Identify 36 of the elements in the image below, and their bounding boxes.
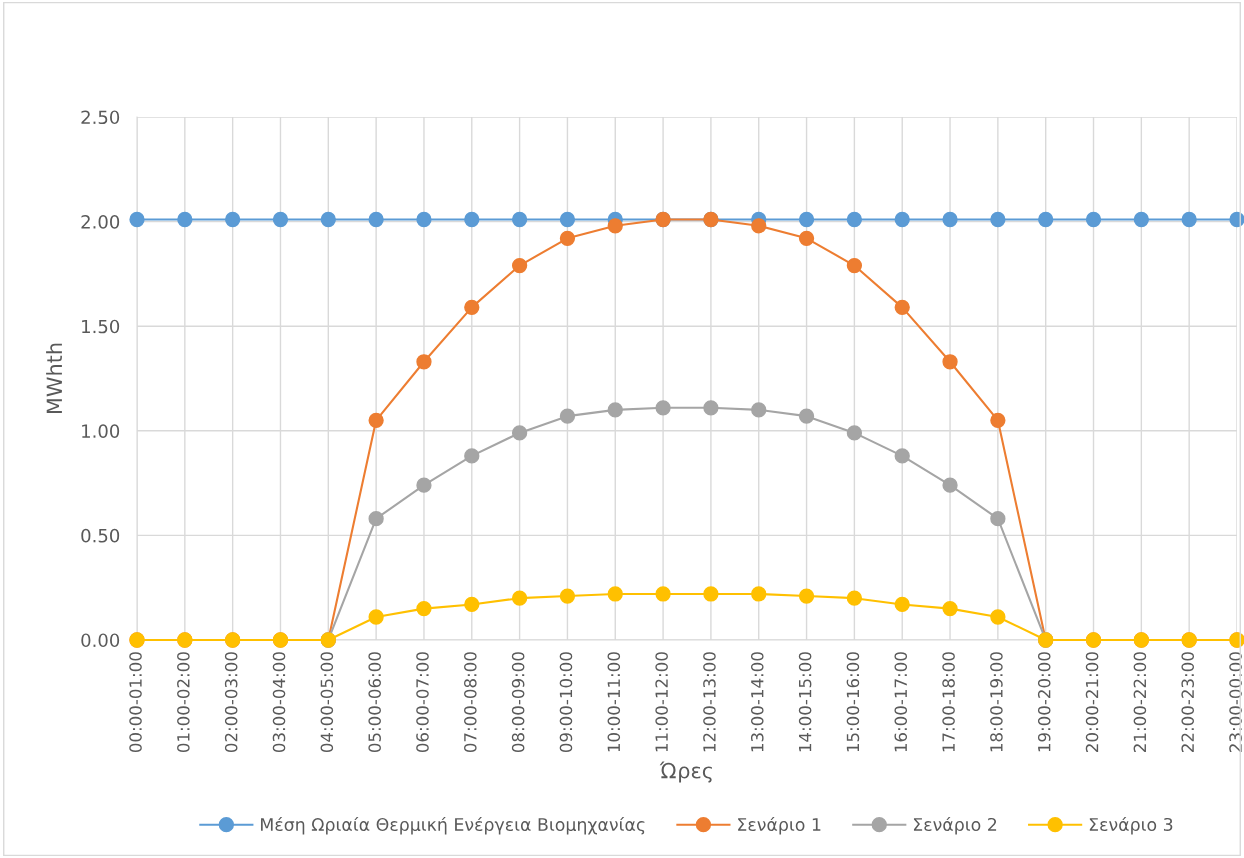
x-tick-label: 21:00-22:00: [1133, 652, 1147, 752]
x-tick-label: 10:00-11:00: [607, 652, 621, 752]
legend-label: Σενάριο 3: [1089, 816, 1173, 835]
x-tick-label: 07:00-08:00: [464, 652, 477, 753]
y-tick-label: 1.50: [82, 319, 120, 334]
x-tick-label: 09:00-10:00: [559, 652, 573, 753]
x-tick-label: 20:00-21:00: [1085, 652, 1099, 752]
legend-label: Μέση Ωριαία Θερμική Ενέργεια Βιομηχανίας: [261, 816, 645, 835]
legend-label: Σενάριο 1: [738, 816, 821, 835]
x-tick-label: 01:00-02:00: [177, 652, 190, 753]
x-tick-label: 08:00-09:00: [511, 652, 525, 753]
x-tick-label: 14:00-15:00: [798, 652, 812, 752]
x-tick-label: 16:00-17:00: [894, 652, 908, 752]
y-tick-label: 0.50: [81, 528, 120, 543]
x-tick-label: 12:00-13:00: [703, 652, 716, 752]
x-tick-label: 00:00-01:00: [129, 652, 142, 753]
x-tick-label: 19:00-20:00: [1037, 652, 1051, 752]
y-tick-label: 1.00: [82, 424, 120, 438]
x-tick-label: 22:00-23:00: [1181, 652, 1195, 752]
x-tick-label: 13:00-14:00: [750, 652, 764, 752]
x-tick-label: 17:00-18:00: [942, 652, 955, 752]
y-tick-label: 2.00: [81, 215, 120, 229]
x-tick-label: 23:00-00:00: [1229, 652, 1242, 752]
x-tick-label: 02:00-03:00: [224, 652, 238, 753]
x-tick-label: 04:00-05:00: [320, 652, 334, 753]
legend-label: Σενάριο 2: [913, 816, 997, 835]
y-tick-label: 0.00: [81, 633, 120, 648]
x-axis-title: Ώρες: [659, 761, 712, 783]
x-tick-label: 05:00-06:00: [368, 652, 381, 753]
x-tick-label: 15:00-16:00: [846, 652, 860, 752]
y-axis-title: MWhth: [46, 343, 62, 414]
x-tick-label: 18:00-19:00: [990, 652, 1003, 752]
x-tick-label: 06:00-07:00: [416, 652, 429, 753]
x-tick-label: 11:00-12:00: [655, 652, 668, 752]
x-tick-label: 03:00-04:00: [272, 652, 286, 753]
y-tick-label: 2.50: [81, 110, 120, 125]
